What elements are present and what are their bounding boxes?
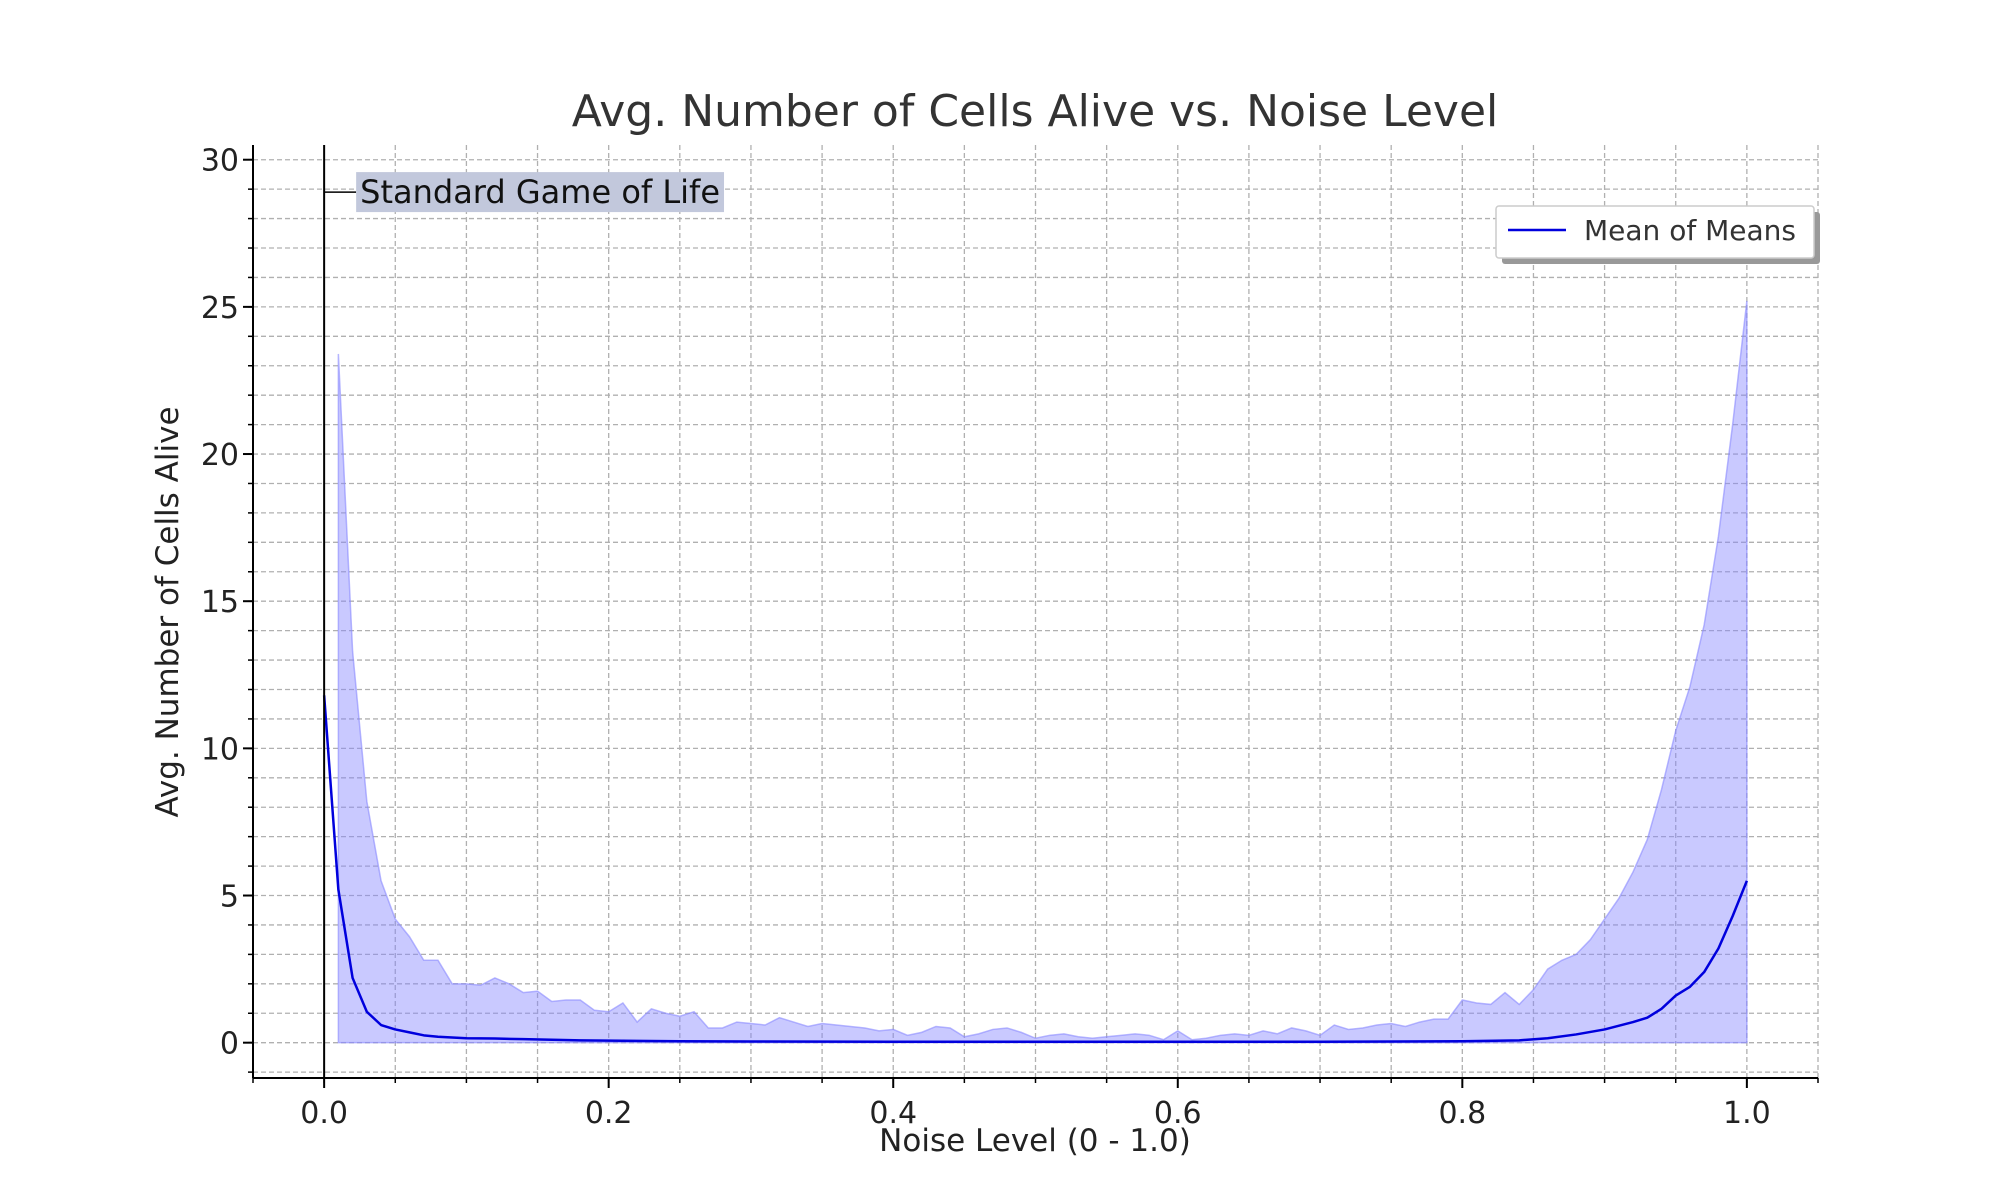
annotation-text: Standard Game of Life <box>360 173 720 211</box>
chart-title: Avg. Number of Cells Alive vs. Noise Lev… <box>572 86 1499 137</box>
series-layer <box>322 695 1749 1044</box>
y-tick-label: 20 <box>201 438 239 473</box>
y-tick-label: 30 <box>201 144 239 179</box>
y-tick-label: 15 <box>201 585 239 620</box>
band-layer <box>337 300 1748 1044</box>
y-tick-label: 10 <box>201 732 239 767</box>
y-tick-label: 25 <box>201 291 239 326</box>
legend: Mean of Means <box>1495 205 1820 264</box>
x-tick-label: 0.6 <box>1154 1096 1202 1131</box>
y-tick-label: 0 <box>220 1027 239 1062</box>
x-tick-label: 0.0 <box>300 1096 348 1131</box>
x-tick-label: 0.4 <box>869 1096 917 1131</box>
annotation: Standard Game of Life <box>324 172 725 213</box>
x-axis-label: Noise Level (0 - 1.0) <box>879 1123 1191 1159</box>
grid <box>252 145 1819 1078</box>
series-line <box>322 695 1749 1044</box>
annotation-box <box>356 172 725 213</box>
legend-box <box>1495 205 1815 259</box>
x-tick-label: 0.2 <box>585 1096 633 1131</box>
x-tick-label: 1.0 <box>1723 1096 1771 1131</box>
y-ticks: 0 5 10 15 20 25 30 <box>201 144 253 1073</box>
range-band <box>337 300 1748 1044</box>
x-tick-label: 0.8 <box>1438 1096 1486 1131</box>
y-axis-label: Avg. Number of Cells Alive <box>150 406 186 817</box>
x-ticks: 0.0 0.2 0.4 0.6 0.8 1.0 <box>252 1078 1819 1131</box>
legend-label: Mean of Means <box>1584 214 1796 247</box>
y-tick-label: 5 <box>220 880 239 915</box>
